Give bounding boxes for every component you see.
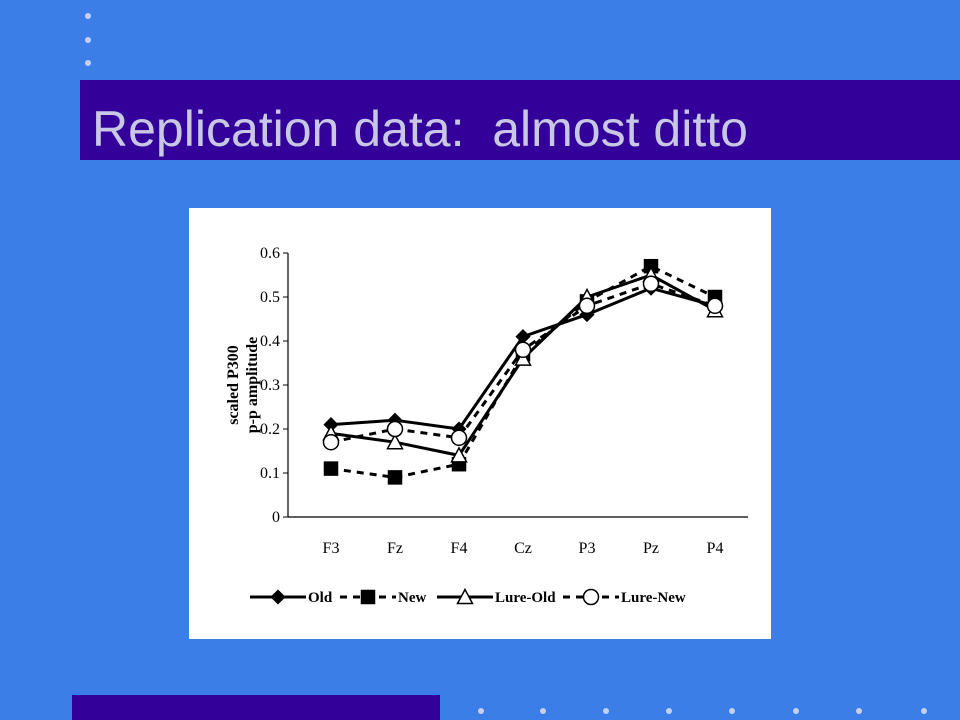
slide-title: Replication data: almost ditto	[92, 101, 748, 157]
marker-square	[323, 461, 339, 476]
marker-circle	[450, 429, 468, 447]
title-bar	[80, 80, 960, 160]
legend-label: Old	[308, 590, 333, 606]
legend-label: Lure-New	[621, 590, 686, 606]
marker-square	[387, 470, 403, 485]
y-tick-label: 0	[272, 509, 280, 526]
legend-marker	[270, 589, 286, 605]
legend-marker	[456, 587, 474, 605]
y-tick-label: 0.1	[260, 465, 280, 482]
x-tick-label: P4	[707, 540, 724, 557]
x-tick-label: Fz	[387, 540, 403, 557]
marker-circle	[386, 420, 404, 438]
x-tick-label: Cz	[514, 540, 532, 557]
marker-triangle	[386, 433, 404, 450]
x-tick-label: P3	[579, 540, 596, 557]
y-axis-label: p-p amplitude	[244, 337, 261, 433]
dot	[85, 13, 91, 19]
y-tick-label: 0.4	[260, 333, 280, 350]
y-tick-label: 0.2	[260, 421, 280, 438]
marker-circle	[578, 297, 596, 315]
y-tick-label: 0.6	[260, 245, 280, 262]
dot	[603, 708, 609, 714]
dot	[85, 37, 91, 43]
legend-label: New	[398, 590, 426, 606]
dot	[85, 60, 91, 66]
marker-circle	[642, 275, 660, 293]
dot	[666, 708, 672, 714]
dot	[921, 708, 927, 714]
dot	[856, 708, 862, 714]
marker-triangle	[514, 349, 532, 366]
marker-circle	[322, 433, 340, 451]
y-tick-label: 0.3	[260, 377, 280, 394]
legend-label: Lure-Old	[495, 590, 556, 606]
dot	[793, 708, 799, 714]
x-tick-label: Pz	[643, 540, 659, 557]
dot	[478, 708, 484, 714]
x-tick-label: F3	[323, 540, 340, 557]
dot	[540, 708, 546, 714]
bullet-dots	[85, 13, 927, 714]
marker-triangle	[450, 446, 468, 463]
legend-marker	[360, 589, 376, 605]
chart: 0 0.1 0.2 0.3 0.4 0.5 0.6 F3 Fz F4 Cz P3 Pz P4 scaled …	[225, 245, 748, 606]
y-axis-label: scaled P300	[225, 345, 242, 425]
marker-circle	[514, 341, 532, 359]
legend-marker	[582, 588, 600, 606]
footer-bar	[72, 695, 440, 720]
marker-circle	[706, 297, 724, 315]
y-tick-label: 0.5	[260, 289, 280, 306]
x-tick-label: F4	[451, 540, 468, 557]
dot	[729, 708, 735, 714]
